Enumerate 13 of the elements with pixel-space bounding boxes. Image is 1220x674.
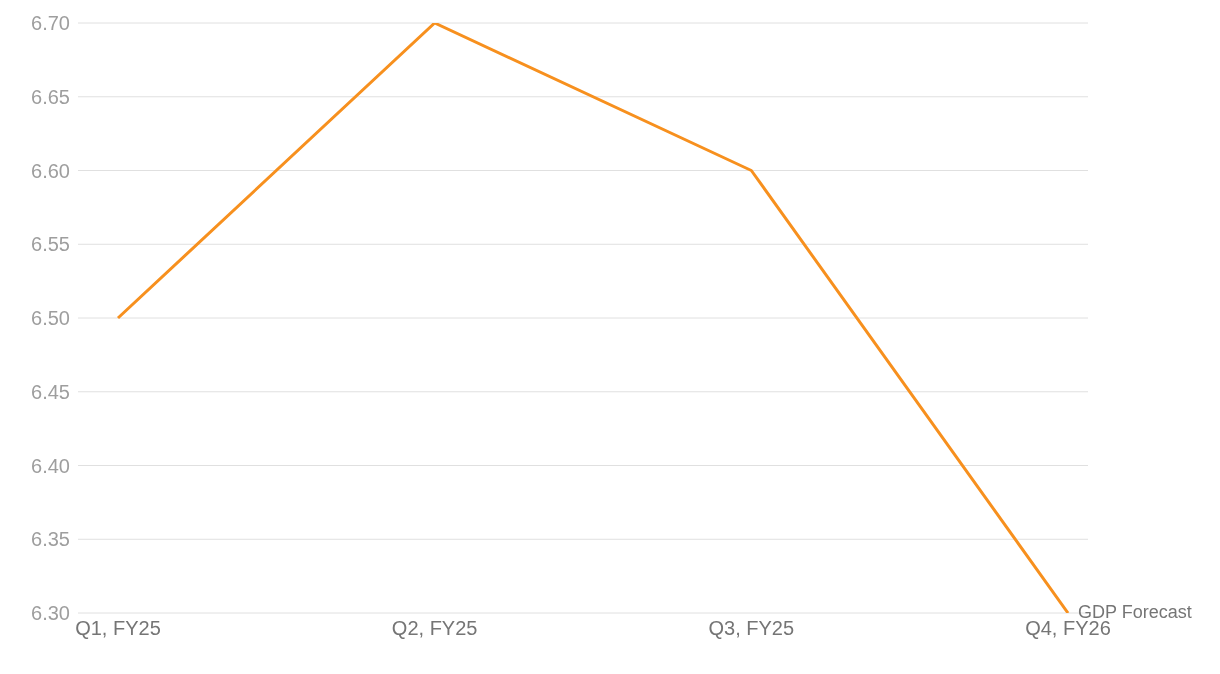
y-tick-label: 6.30 — [31, 602, 70, 625]
y-tick-label: 6.70 — [31, 12, 70, 35]
y-tick-label: 6.60 — [31, 159, 70, 182]
x-tick-label: Q3, FY25 — [708, 617, 795, 640]
y-tick-label: 6.45 — [31, 380, 70, 403]
x-tick-label: Q1, FY25 — [75, 617, 161, 640]
y-tick-label: 6.50 — [31, 307, 70, 330]
y-tick-label: 6.65 — [31, 85, 70, 108]
y-tick-label: 6.55 — [31, 233, 70, 256]
y-tick-label: 6.40 — [31, 454, 70, 477]
y-tick-label: 6.35 — [31, 528, 70, 551]
line-series — [116, 23, 1070, 613]
x-tick-label: Q2, FY25 — [391, 617, 478, 640]
